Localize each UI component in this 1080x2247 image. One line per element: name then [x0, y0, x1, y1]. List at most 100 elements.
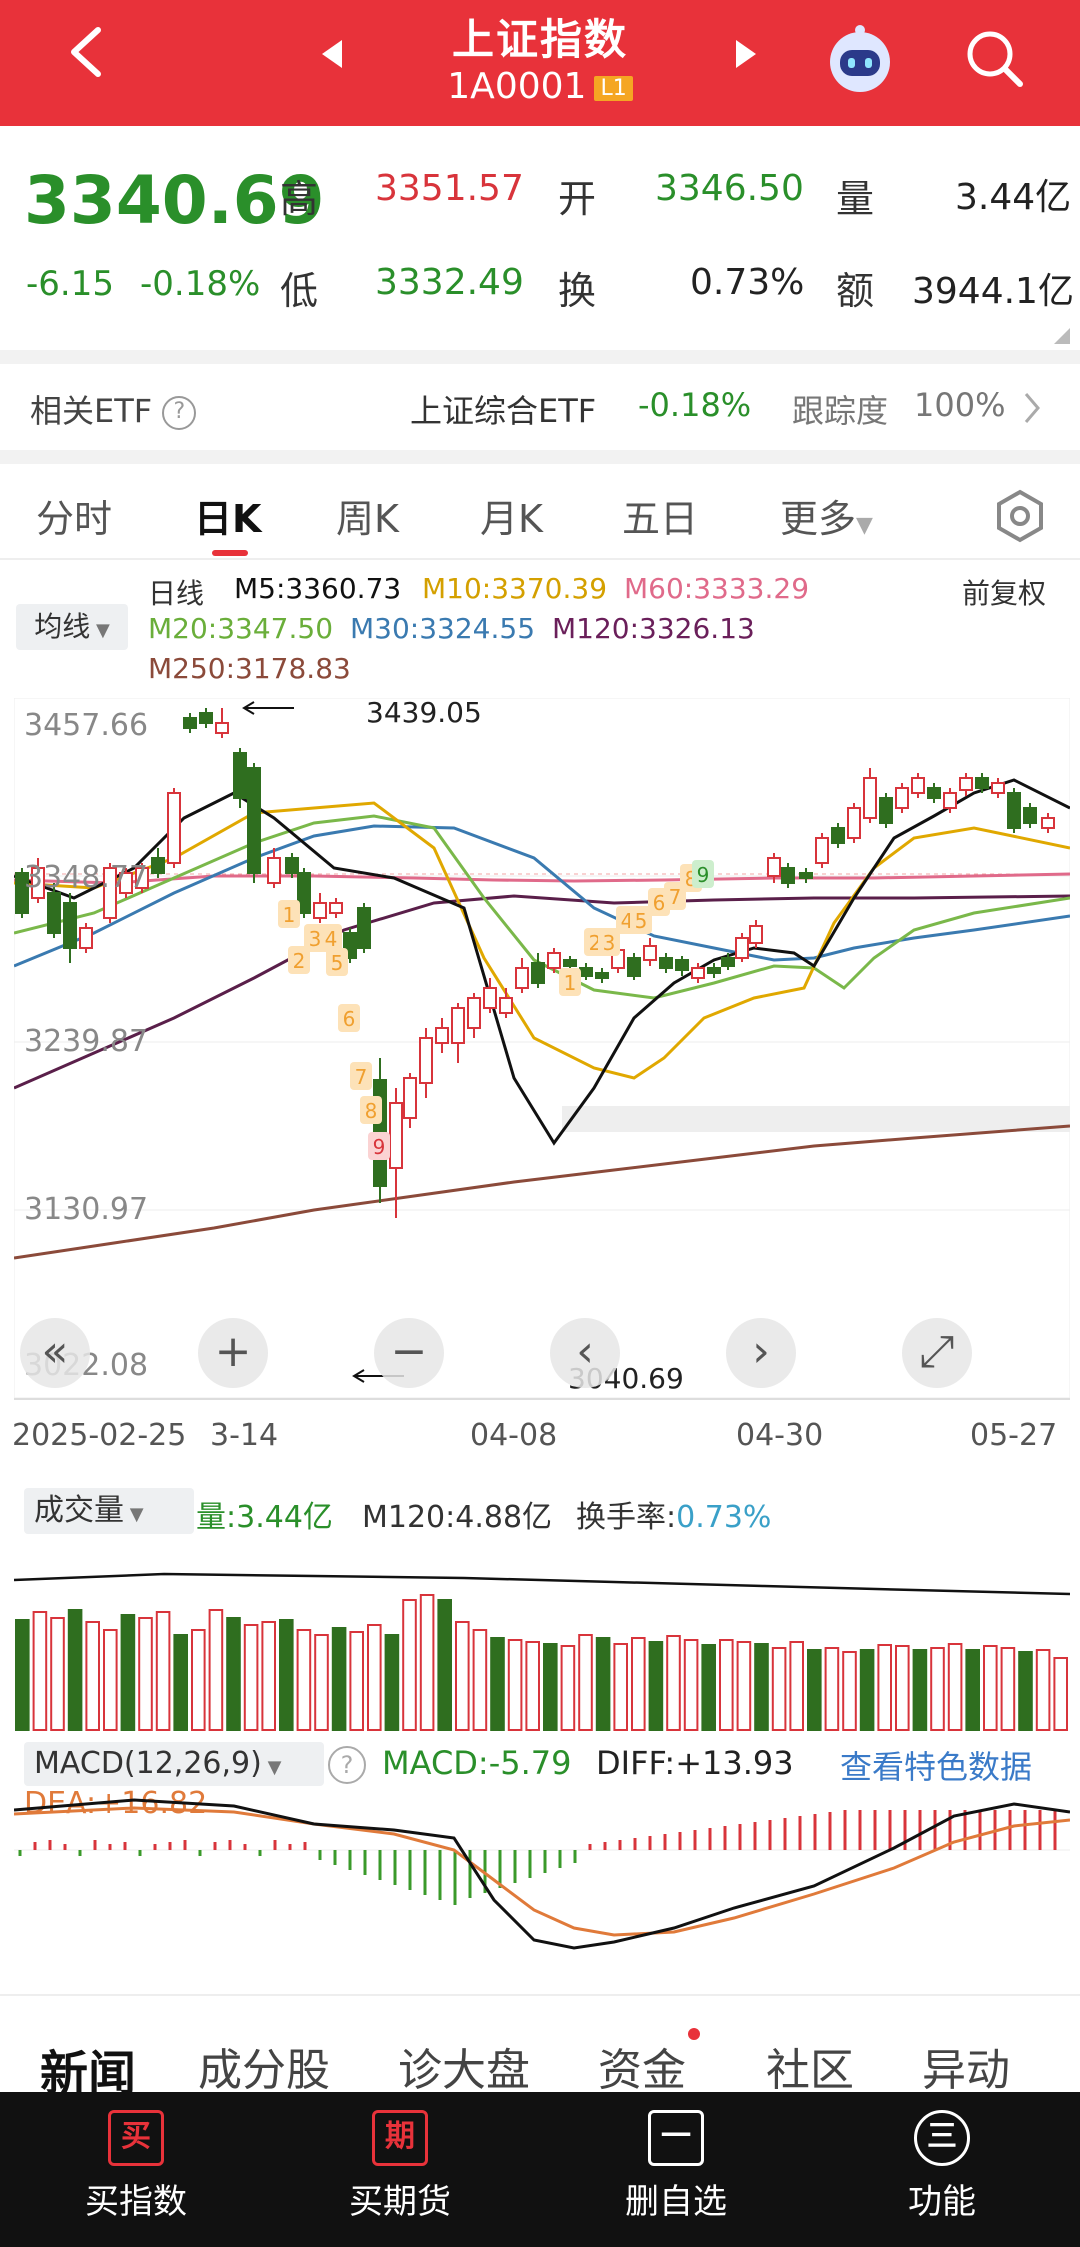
td-marker-box: [350, 1062, 372, 1090]
tab-daily-k[interactable]: 日K: [194, 497, 262, 541]
high-label: 高: [280, 177, 319, 221]
candle-body: [63, 902, 77, 949]
diff-line: [14, 1798, 1070, 1950]
tab-weekly-k[interactable]: 周K: [336, 497, 399, 541]
candle-body: [451, 1007, 465, 1044]
chevron-right-icon[interactable]: [1020, 390, 1044, 426]
tab-monthly-k[interactable]: 月K: [480, 497, 543, 541]
volume-bar: [243, 1624, 259, 1731]
volume-bar: [912, 1649, 928, 1731]
volume-bar: [472, 1629, 488, 1731]
x-tick-4: 04-30: [736, 1418, 824, 1453]
low-arrow-head: [352, 1369, 365, 1383]
volume-bar: [983, 1645, 998, 1731]
buy-futures-button[interactable]: 期 买期货: [300, 2110, 500, 2223]
candle-body: [895, 787, 909, 809]
ma30-value: M30:3324.55: [350, 612, 536, 645]
help-icon[interactable]: ?: [162, 396, 197, 430]
tab-capital[interactable]: 资金: [598, 2045, 686, 2096]
td-marker-label: 4: [325, 927, 338, 951]
related-etf-label[interactable]: 相关ETF ?: [30, 386, 197, 432]
candle-body: [675, 959, 689, 971]
buy-futures-label: 买期货: [349, 2182, 451, 2222]
candle-body: [247, 767, 261, 874]
macd-chart[interactable]: [14, 1790, 1070, 1980]
ma10-value: M10:3370.39: [422, 572, 608, 605]
candle-body: [313, 902, 327, 919]
candle-body: [357, 907, 371, 949]
volume-bar: [138, 1617, 153, 1731]
robot-assistant-icon[interactable]: [820, 18, 900, 98]
candle-body: [863, 777, 877, 819]
volume-bar: [507, 1639, 523, 1731]
adjust-mode[interactable]: 前复权: [962, 577, 1047, 610]
divider: [0, 558, 1080, 560]
zoom-in-button[interactable]: +: [198, 1318, 268, 1388]
volume-bar: [402, 1599, 417, 1731]
view-feature-data-link[interactable]: 查看特色数据: [840, 1748, 1033, 1786]
volume-bar: [895, 1645, 910, 1731]
tab-diagnose[interactable]: 诊大盘: [398, 2045, 530, 2096]
zoom-out-button[interactable]: −: [374, 1318, 444, 1388]
candle-body: [943, 792, 957, 809]
prev-stock-icon[interactable]: [318, 36, 348, 72]
volume-bar: [631, 1637, 646, 1731]
scroll-left-fast-button[interactable]: «: [20, 1318, 90, 1388]
tab-movement[interactable]: 异动: [922, 2045, 1010, 2096]
kline-kind: 日线: [148, 577, 205, 610]
fullscreen-button[interactable]: ⤢: [902, 1318, 972, 1388]
back-icon[interactable]: [60, 22, 110, 82]
search-icon[interactable]: [960, 24, 1030, 94]
volume-selector[interactable]: 成交量 ▼: [24, 1488, 194, 1534]
ma-selector[interactable]: 均线 ▼: [16, 604, 128, 650]
settings-hexagon-icon[interactable]: [990, 486, 1050, 546]
etf-name[interactable]: 上证综合ETF: [410, 392, 597, 430]
volume-bar: [67, 1609, 83, 1731]
tab-community[interactable]: 社区: [766, 2045, 854, 2096]
help-icon[interactable]: ?: [328, 1746, 366, 1784]
tab-constituents[interactable]: 成分股: [198, 2045, 330, 2096]
candle-body: [691, 967, 705, 979]
bottom-action-bar: 买 买指数 期 买期货 一 删自选 三 功能: [0, 2092, 1080, 2247]
candle-body: [1007, 792, 1021, 829]
candle-body: [31, 867, 45, 899]
volume-bar: [384, 1634, 400, 1731]
scroll-right-button[interactable]: ›: [726, 1318, 796, 1388]
candle-body: [483, 987, 497, 1009]
next-stock-icon[interactable]: [730, 36, 760, 72]
volume-bar: [367, 1624, 382, 1731]
volume-bar: [173, 1634, 188, 1731]
volume-bar: [490, 1637, 505, 1731]
td-marker-label: 9: [373, 1135, 386, 1159]
ma5-value: M5:3360.73: [234, 572, 402, 605]
volume-bar: [331, 1627, 347, 1731]
ma60-value: M60:3333.29: [624, 572, 810, 605]
volume-chart[interactable]: [14, 1540, 1070, 1732]
open-label: 开: [558, 177, 597, 221]
candle-body: [1023, 807, 1037, 824]
candle-body: [119, 872, 133, 894]
turnover-value: 0.73%: [690, 262, 805, 303]
low-label: 低: [280, 269, 319, 313]
scroll-left-button[interactable]: ‹: [550, 1318, 620, 1388]
functions-button[interactable]: 三 功能: [842, 2110, 1042, 2223]
tab-intraday[interactable]: 分时: [36, 497, 113, 541]
candle-body: [707, 967, 721, 974]
tab-more[interactable]: 更多▼: [780, 488, 873, 543]
candle-body: [959, 777, 973, 791]
caret-down-icon: ▼: [124, 1504, 144, 1525]
x-tick-2: 3-14: [210, 1418, 279, 1453]
candle-body: [515, 967, 529, 989]
candle-body: [531, 962, 545, 984]
remove-watchlist-button[interactable]: 一 删自选: [576, 2110, 776, 2223]
volume-bar: [613, 1643, 629, 1731]
macd-selector[interactable]: MACD(12,26,9) ▼: [24, 1742, 324, 1786]
candle-body: [831, 827, 845, 844]
x-tick-5: 05-27: [970, 1418, 1058, 1453]
tab-five-day[interactable]: 五日: [622, 497, 699, 541]
volume-ma-line: [14, 1572, 1070, 1596]
volume-bar: [1035, 1649, 1051, 1731]
buy-index-button[interactable]: 买 买指数: [36, 2110, 236, 2223]
candlesticks: [15, 708, 1055, 1218]
